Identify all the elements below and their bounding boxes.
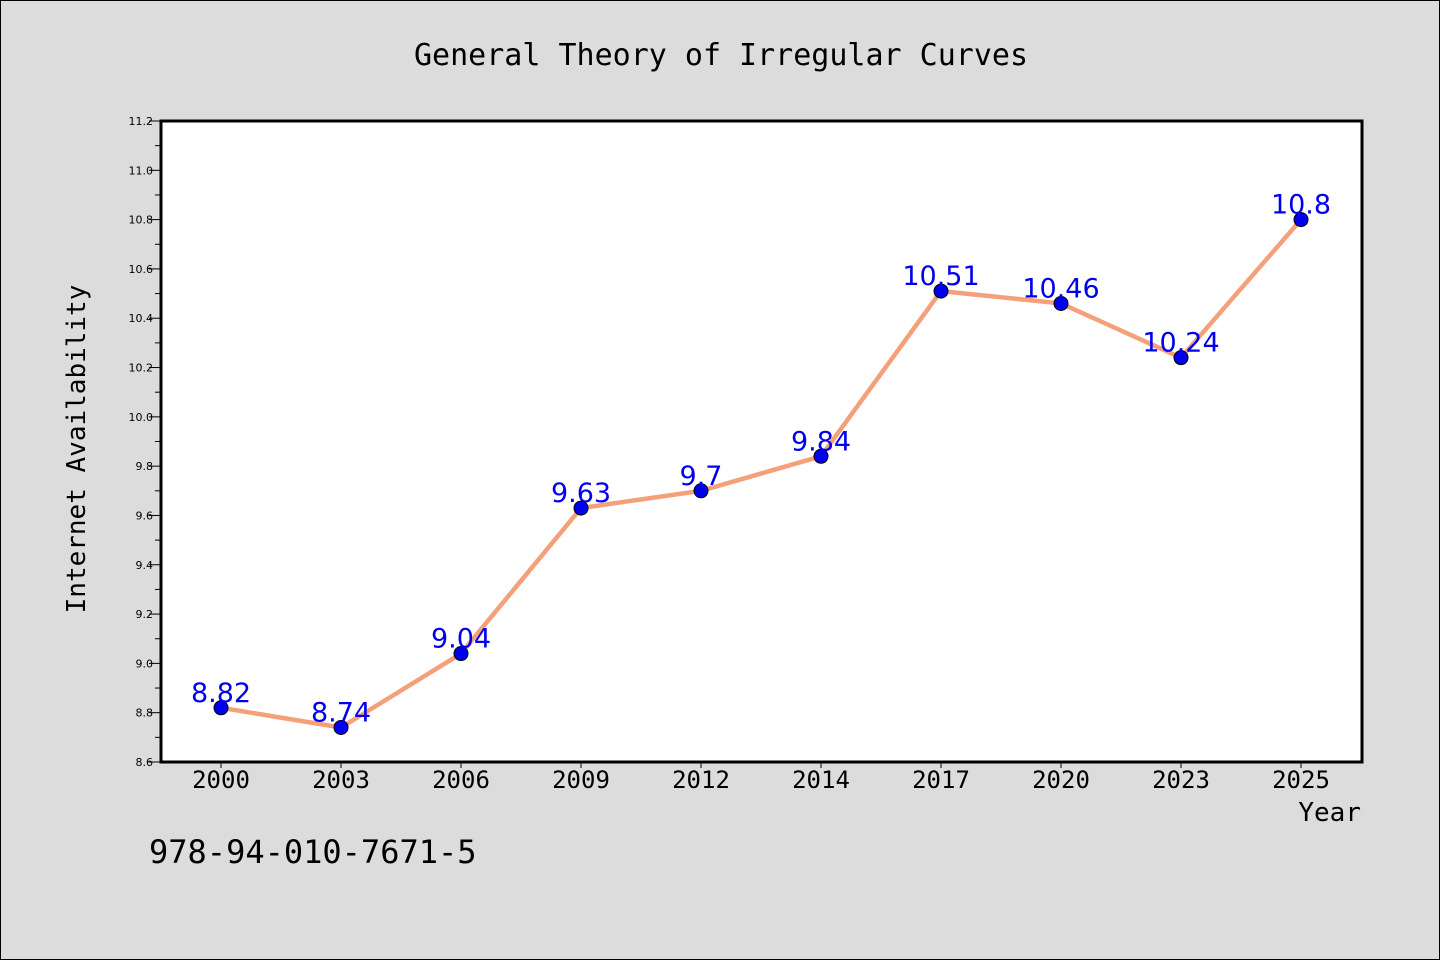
- data-point-marker: [1173, 350, 1189, 366]
- data-label: 9.7: [680, 461, 723, 492]
- x-tick-label: 2020: [1032, 766, 1090, 794]
- y-axis: 8.6 8.8 9.0 9.2 9.4 9.6 9.8 10.0 10.2 10.4 10.6 10.…: [129, 115, 161, 769]
- plot-area: [159, 119, 1364, 764]
- x-axis-label: Year: [1298, 798, 1361, 828]
- chart-title: General Theory of Irregular Curves: [414, 38, 1028, 73]
- data-label: 9.04: [431, 624, 491, 655]
- y-tick-label: 10.4: [129, 312, 154, 325]
- data-label: 9.84: [791, 426, 851, 457]
- data-label: 8.74: [311, 697, 371, 728]
- y-tick-label: 9.2: [136, 608, 154, 621]
- data-label: 8.82: [191, 678, 251, 709]
- y-tick-label: 10.2: [129, 362, 154, 375]
- data-point-marker: [933, 283, 949, 299]
- data-point-marker: [333, 719, 349, 735]
- x-tick-label: 2012: [672, 766, 730, 794]
- x-tick-label: 2023: [1152, 766, 1210, 794]
- y-axis-label: Internet Availability: [62, 285, 92, 614]
- y-tick-label: 8.8: [136, 707, 154, 720]
- data-label: 9.63: [551, 478, 611, 509]
- x-axis: 2000 2003 2006 2009 2012 2014 2017 2020 2023 2025: [192, 762, 1330, 794]
- x-tick-label: 2000: [192, 766, 250, 794]
- data-point-marker: [1053, 295, 1069, 311]
- x-tick-label: 2017: [912, 766, 970, 794]
- y-tick-label: 10.0: [129, 411, 154, 424]
- data-label: 10.46: [1022, 273, 1099, 304]
- x-tick-label: 2006: [432, 766, 490, 794]
- x-tick-label: 2003: [312, 766, 370, 794]
- x-tick-label: 2014: [792, 766, 850, 794]
- data-point-marker: [693, 483, 709, 499]
- data-label: 10.8: [1271, 190, 1331, 221]
- y-tick-label: 11.2: [129, 115, 154, 128]
- y-tick-label: 10.6: [129, 263, 154, 276]
- y-tick-label: 8.6: [136, 756, 154, 769]
- data-label: 10.51: [902, 261, 979, 292]
- y-tick-label: 9.4: [136, 559, 154, 572]
- data-point-marker: [453, 646, 469, 662]
- y-tick-label: 9.6: [136, 509, 154, 522]
- data-point-marker: [1293, 212, 1309, 228]
- data-point-marker: [573, 500, 589, 516]
- data-label: 10.24: [1142, 328, 1219, 359]
- marker-group: [213, 212, 1309, 735]
- series-line-group: [218, 217, 1304, 730]
- data-point-marker: [213, 700, 229, 716]
- y-tick-label: 11.0: [129, 164, 154, 177]
- data-label-group: 8.82 8.74 9.04 9.63 9.7 9.84 10.51 10.46 10.24 10…: [191, 190, 1331, 729]
- x-tick-label: 2025: [1272, 766, 1330, 794]
- y-tick-label: 10.8: [129, 214, 154, 227]
- data-point-marker: [813, 448, 829, 464]
- y-tick-label: 9.8: [136, 460, 154, 473]
- series-line: [218, 217, 1304, 730]
- x-tick-label: 2009: [552, 766, 610, 794]
- y-tick-label: 9.0: [136, 657, 154, 670]
- isbn-caption: 978-94-010-7671-5: [149, 833, 477, 871]
